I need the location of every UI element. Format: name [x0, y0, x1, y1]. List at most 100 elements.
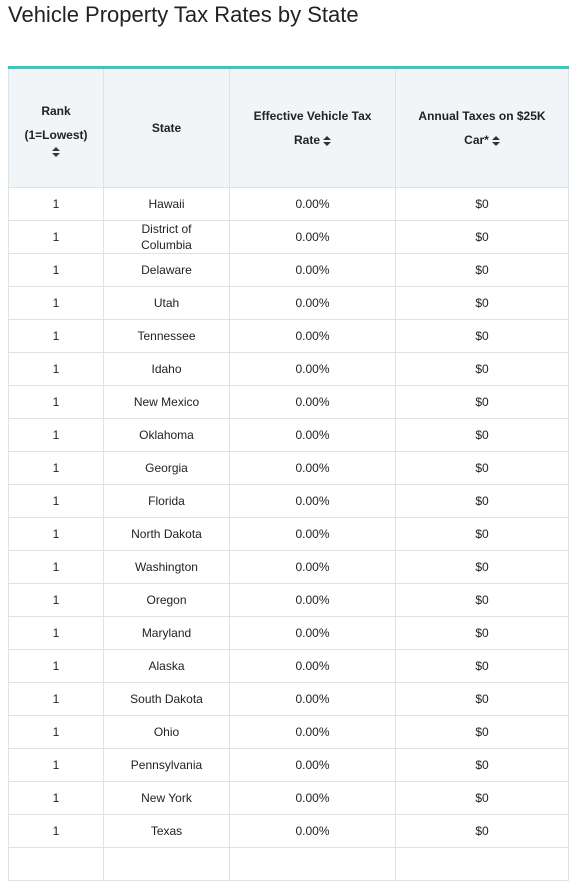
- table-cell: 1: [8, 352, 104, 386]
- table-cell: New Mexico: [103, 385, 230, 419]
- table-cell: $0: [395, 814, 569, 848]
- table-cell: 1: [8, 550, 104, 584]
- table-row: 1 Oregon 0.00% $0: [8, 583, 569, 617]
- table-cell: 0.00%: [229, 286, 396, 320]
- table-cell: 1: [8, 484, 104, 518]
- table-row: 1 Maryland 0.00% $0: [8, 616, 569, 650]
- table-cell: $0: [395, 583, 569, 617]
- table-cell: North Dakota: [103, 517, 230, 551]
- tax-table: Rank (1=Lowest) State Effective Vehicle Ta…: [8, 66, 569, 881]
- table-cell: Maryland: [103, 616, 230, 650]
- table-cell: 1: [8, 385, 104, 419]
- table-cell: 0.00%: [229, 748, 396, 782]
- table-cell: 0.00%: [229, 781, 396, 815]
- table-cell: 1: [8, 253, 104, 287]
- table-cell: Florida: [103, 484, 230, 518]
- table-cell: Texas: [103, 814, 230, 848]
- table-cell: $0: [395, 484, 569, 518]
- column-header: State: [103, 67, 230, 188]
- page-title: Vehicle Property Tax Rates by State: [8, 2, 359, 27]
- column-header[interactable]: Effective Vehicle Tax Rate: [229, 67, 396, 188]
- table-row: 1 Utah 0.00% $0: [8, 286, 569, 320]
- column-header[interactable]: Annual Taxes on $25K Car*: [395, 67, 569, 188]
- table-cell: 0.00%: [229, 814, 396, 848]
- table-cell: 0.00%: [229, 682, 396, 716]
- table-cell: 1: [8, 418, 104, 452]
- table-cell: 0.00%: [229, 385, 396, 419]
- table-row: 1 Hawaii 0.00% $0: [8, 187, 569, 221]
- column-header[interactable]: Rank (1=Lowest): [8, 67, 104, 188]
- table-cell: 0.00%: [229, 616, 396, 650]
- table-cell: 1: [8, 286, 104, 320]
- table-cell: $0: [395, 451, 569, 485]
- table-cell: Oklahoma: [103, 418, 230, 452]
- table-cell: $0: [395, 715, 569, 749]
- table-row: 1 Florida 0.00% $0: [8, 484, 569, 518]
- table-row: 1 Idaho 0.00% $0: [8, 352, 569, 386]
- table-cell: 0.00%: [229, 352, 396, 386]
- table-body: 1 Hawaii 0.00% $0 1 District of Columbia 0.00%…: [8, 187, 569, 881]
- table-row: 1 Alaska 0.00% $0: [8, 649, 569, 683]
- sort-icon[interactable]: [52, 147, 60, 157]
- table-cell: District of Columbia: [103, 220, 230, 254]
- table-cell: 0.00%: [229, 418, 396, 452]
- table-cell: Utah: [103, 286, 230, 320]
- table-row: 1 Ohio 0.00% $0: [8, 715, 569, 749]
- table-cell: 0.00%: [229, 649, 396, 683]
- table-cell: 1: [8, 616, 104, 650]
- table-cell: $0: [395, 616, 569, 650]
- table-cell: 1: [8, 517, 104, 551]
- table-row: 1 District of Columbia 0.00% $0: [8, 220, 569, 254]
- table-row: 1 Georgia 0.00% $0: [8, 451, 569, 485]
- sort-icon[interactable]: [491, 135, 500, 146]
- table-cell: 1: [8, 319, 104, 353]
- table-cell: [395, 847, 569, 881]
- table-cell: 0.00%: [229, 253, 396, 287]
- table-cell: 0.00%: [229, 484, 396, 518]
- table-row: 1 Tennessee 0.00% $0: [8, 319, 569, 353]
- table-cell: 0.00%: [229, 220, 396, 254]
- table-cell: 0.00%: [229, 550, 396, 584]
- table-cell: $0: [395, 550, 569, 584]
- table-cell: 1: [8, 583, 104, 617]
- sort-icon[interactable]: [323, 135, 331, 146]
- table-row: 1 Texas 0.00% $0: [8, 814, 569, 848]
- table-cell: 1: [8, 682, 104, 716]
- table-row: 1 Delaware 0.00% $0: [8, 253, 569, 287]
- table-row: 1 Oklahoma 0.00% $0: [8, 418, 569, 452]
- table-cell: $0: [395, 418, 569, 452]
- header-text: Rank (1=Lowest): [24, 104, 88, 142]
- table-cell: [8, 847, 104, 881]
- table-cell: 1: [8, 451, 104, 485]
- table-cell: 0.00%: [229, 319, 396, 353]
- table-cell: $0: [395, 286, 569, 320]
- table-cell: South Dakota: [103, 682, 230, 716]
- table-cell: 1: [8, 748, 104, 782]
- header-text: State: [151, 121, 182, 135]
- table-cell: Ohio: [103, 715, 230, 749]
- table-cell: Alaska: [103, 649, 230, 683]
- table-cell: 1: [8, 814, 104, 848]
- table-cell: Tennessee: [103, 319, 230, 353]
- table-cell: 0.00%: [229, 583, 396, 617]
- table-cell: Oregon: [103, 583, 230, 617]
- table-cell: $0: [395, 781, 569, 815]
- table-cell: 1: [8, 187, 104, 221]
- table-row: 1 Pennsylvania 0.00% $0: [8, 748, 569, 782]
- table-cell: $0: [395, 319, 569, 353]
- table-cell: 0.00%: [229, 187, 396, 221]
- table-cell: $0: [395, 220, 569, 254]
- table-cell: 0.00%: [229, 517, 396, 551]
- table-cell: $0: [395, 385, 569, 419]
- table-cell: $0: [395, 187, 569, 221]
- table-cell: 1: [8, 715, 104, 749]
- table-cell: [229, 847, 396, 881]
- table-cell: Washington: [103, 550, 230, 584]
- table-cell: $0: [395, 682, 569, 716]
- table-cell: $0: [395, 517, 569, 551]
- table-row: [8, 847, 569, 881]
- table-cell: Delaware: [103, 253, 230, 287]
- table-cell: 1: [8, 649, 104, 683]
- table-cell: $0: [395, 352, 569, 386]
